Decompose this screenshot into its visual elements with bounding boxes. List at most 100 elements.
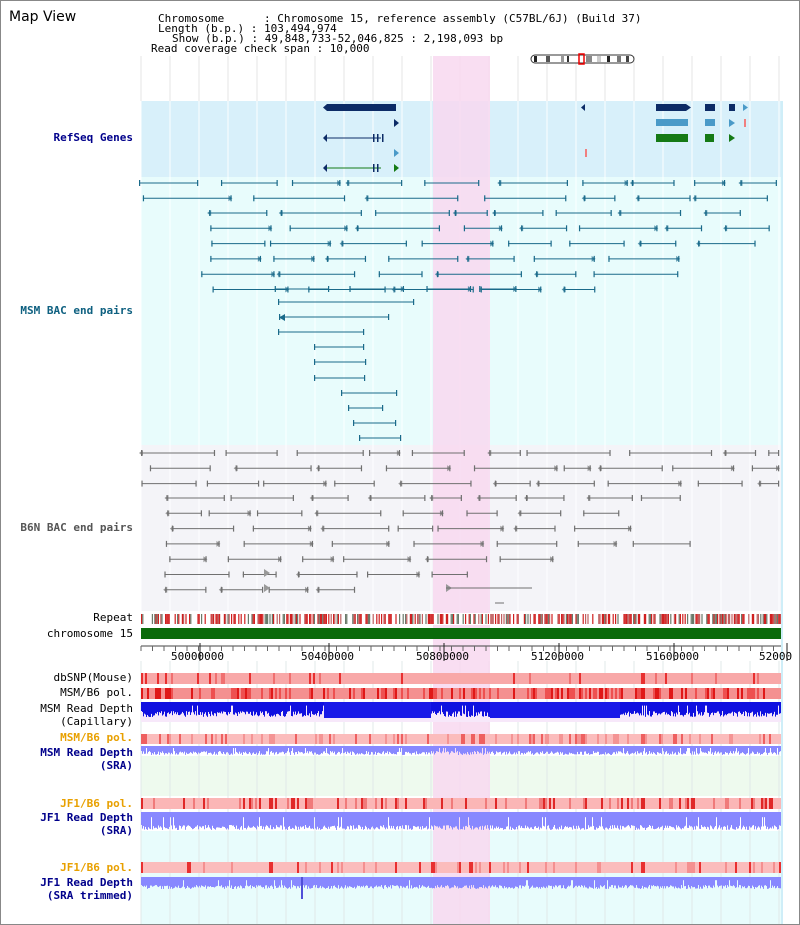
repeat-feature [383,614,385,624]
repeat-feature [693,614,695,624]
heatmap-cell [527,688,529,699]
depth-bar [148,746,149,752]
heatmap-cell [247,862,249,873]
depth-bar [621,702,622,715]
depth-bar [491,812,492,829]
depth-bar [354,812,355,829]
heatmap-cell [611,862,613,873]
depth-bar [434,812,435,826]
heatmap-cell [481,862,483,873]
depth-bar [346,877,347,889]
repeat-feature [346,614,348,624]
heatmap-cell [523,688,525,699]
depth-bar [378,746,379,753]
heatmap-cell [247,688,249,699]
bac-end-mark [529,480,531,487]
depth-bar [453,702,454,713]
depth-bar [350,877,351,887]
depth-bar [625,746,626,755]
bac-end-mark [291,180,294,186]
heatmap-cell [521,798,523,809]
bac-end-mark [292,495,294,501]
heatmap-cell [311,862,313,873]
heatmap-cell [721,734,723,744]
depth-bar [612,812,613,826]
depth-bar [376,877,377,886]
depth-bar [520,877,521,886]
depth-bar [241,877,242,887]
heatmap-cell [365,798,367,809]
depth-bar [639,702,640,716]
heatmap-cell [543,688,545,699]
heatmap-cell [209,862,211,873]
heatmap-cell [763,862,765,873]
depth-bar [422,812,423,827]
depth-bar [307,746,308,752]
heatmap-cell [455,862,457,873]
depth-bar [438,877,439,887]
depth-bar [590,812,591,827]
repeat-feature [565,614,567,624]
heatmap-cell [509,798,511,809]
bac-end-arrow [367,495,372,501]
bac-end-mark [631,495,633,501]
depth-bar [227,812,228,829]
repeat-feature [240,614,242,624]
depth-bar [666,812,667,828]
bac-end-mark [373,480,375,487]
depth-bar [511,877,512,888]
depth-bar [409,877,410,881]
gene-tick [585,149,587,157]
depth-bar [677,812,678,828]
depth-bar [205,812,206,826]
depth-bar [711,702,712,713]
repeat-feature [696,614,698,624]
heatmap-cell [335,688,337,699]
heatmap-cell [603,798,605,809]
bac-end-mark [556,540,558,547]
depth-bar [657,812,658,829]
depth-bar [308,702,309,716]
bac-end-arrow [207,210,212,216]
depth-bar [353,812,354,826]
depth-bar [360,746,361,755]
gene-block [656,134,688,142]
depth-bar [149,746,150,752]
heatmap-cell [709,734,711,744]
heatmap-cell [451,862,453,873]
depth-bar [721,746,722,753]
depth-bar [228,702,229,713]
bac-end-arrow [587,465,592,472]
depth-bar [541,877,542,887]
heatmap-cell [719,734,721,744]
depth-bar [489,812,490,830]
heatmap-cell [219,673,221,684]
depth-bar [175,746,176,755]
depth-dense-region [324,702,431,718]
depth-bar [727,702,728,715]
repeat-feature [695,614,697,624]
depth-bar [756,746,757,754]
heatmap-cell [159,798,161,809]
depth-bar [695,812,696,830]
depth-bar [758,702,759,716]
heatmap-cell [755,798,757,809]
depth-bar [171,702,172,712]
depth-bar [539,746,540,755]
bac-end-mark [431,571,433,578]
heatmap-cell [655,862,657,873]
bac-end-mark [353,586,356,593]
depth-bar [384,812,385,828]
heatmap-cell [729,673,731,684]
depth-bar [270,746,271,752]
heatmap-cell [461,798,463,809]
depth-bar [378,877,379,887]
heatmap-cell [361,673,363,684]
depth-bar [597,812,598,829]
depth-bar [430,812,431,829]
bac-end-mark [689,540,691,547]
heatmap-cell [543,798,545,809]
depth-bar [555,746,556,753]
heatmap-cell [239,798,241,809]
